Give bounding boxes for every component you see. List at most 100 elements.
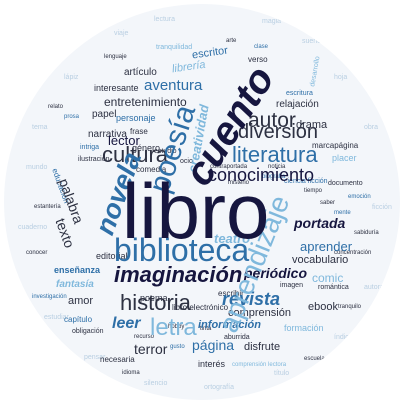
word: idioma: [122, 370, 140, 376]
word: ciencia ficción: [284, 178, 328, 185]
word: narrativa: [88, 129, 127, 140]
word: conocer: [26, 250, 48, 256]
word: misterio: [228, 180, 250, 186]
word: estudio: [154, 148, 177, 155]
word: verso: [248, 55, 268, 64]
word: autora: [364, 284, 384, 291]
word: periódico: [244, 265, 308, 281]
word: noticia: [268, 164, 286, 170]
word: placer: [332, 153, 357, 163]
word: formación: [284, 323, 324, 333]
word: drama: [296, 119, 328, 131]
word: interés: [198, 359, 226, 369]
word: portada: [294, 215, 346, 231]
word: lápiz: [64, 74, 79, 81]
word: diversión: [238, 121, 319, 143]
word: conocimiento: [208, 165, 315, 185]
word: enseñanza: [54, 265, 101, 275]
word: entretenimiento: [104, 95, 187, 109]
word: artículo: [124, 67, 157, 78]
word: amor: [68, 295, 94, 307]
word: personaje: [116, 113, 156, 123]
word: hoja: [334, 74, 348, 81]
word: sueño: [302, 38, 322, 45]
word: obligación: [72, 328, 104, 335]
word: documento: [328, 180, 363, 187]
word: vocabulario: [292, 254, 349, 266]
word: arte: [226, 38, 237, 44]
word: librería: [171, 58, 207, 76]
word: fantasía: [56, 279, 94, 290]
word: viaje: [114, 30, 129, 37]
word: tranquilidad: [156, 44, 193, 51]
word: ocio: [180, 158, 193, 165]
word: contraportada: [210, 164, 248, 170]
word: página: [192, 337, 235, 353]
word: necesaria: [100, 355, 135, 364]
word: obra: [364, 124, 379, 131]
word: teatro: [214, 231, 251, 246]
word: magia: [262, 18, 282, 25]
word: hobby: [168, 324, 185, 330]
word: cuaderno: [18, 224, 48, 231]
word: investigación: [32, 294, 67, 300]
word: aprender: [300, 239, 353, 254]
word: escritura: [286, 90, 313, 97]
word: imagen: [280, 282, 303, 289]
word: relajación: [276, 99, 319, 110]
word: comprensión: [228, 307, 291, 319]
word: aventura: [144, 77, 203, 94]
word: imaginación: [114, 262, 243, 287]
word: desarrollo: [309, 55, 322, 88]
word: interesante: [94, 83, 139, 93]
word: lenguaje: [104, 54, 127, 60]
word: tinta: [200, 326, 212, 332]
word: biblioteca: [114, 232, 250, 268]
word: disfrute: [244, 341, 281, 353]
word: poema: [140, 293, 168, 303]
word: escribir: [218, 289, 244, 298]
word: clase: [254, 44, 269, 50]
word: prosa: [64, 114, 80, 120]
word: romántica: [318, 284, 349, 291]
word: comedia: [136, 165, 167, 174]
word: autor: [248, 109, 296, 132]
word: género: [132, 143, 161, 153]
word: comprensión lectora: [232, 362, 287, 368]
word: intriga: [80, 144, 100, 151]
word: aburrida: [224, 334, 250, 341]
word: índice: [334, 334, 353, 341]
word: leer: [112, 315, 141, 332]
word: letra: [150, 314, 197, 341]
word: literatura: [232, 142, 318, 167]
word: estudiar: [44, 314, 69, 321]
word: ortografía: [204, 384, 234, 391]
word: comic: [312, 271, 344, 285]
word: libro: [122, 167, 270, 255]
word: pensar: [84, 354, 106, 361]
word: lectura: [154, 16, 176, 23]
word: papel: [92, 109, 117, 120]
word: información: [198, 319, 261, 331]
word: libro electrónico: [172, 303, 229, 312]
word: cultura: [102, 142, 169, 167]
word: terror: [134, 341, 168, 357]
word: ficción: [372, 204, 392, 211]
word: ebook: [308, 301, 338, 313]
word: mente: [334, 210, 351, 216]
word: revista: [222, 289, 281, 309]
word: sabiduría: [354, 230, 379, 236]
word: título: [274, 370, 290, 377]
word: emoción: [348, 194, 371, 200]
word: relato: [48, 104, 64, 110]
word: tiempo: [304, 188, 323, 194]
word: concentración: [334, 250, 372, 256]
word: marcapágina: [312, 141, 359, 150]
word: tema: [32, 124, 48, 131]
word: biografía: [262, 174, 286, 180]
word: gusto: [170, 344, 185, 350]
word: estantería: [34, 204, 61, 210]
word: escuela: [304, 356, 325, 362]
word: editorial: [96, 251, 128, 261]
